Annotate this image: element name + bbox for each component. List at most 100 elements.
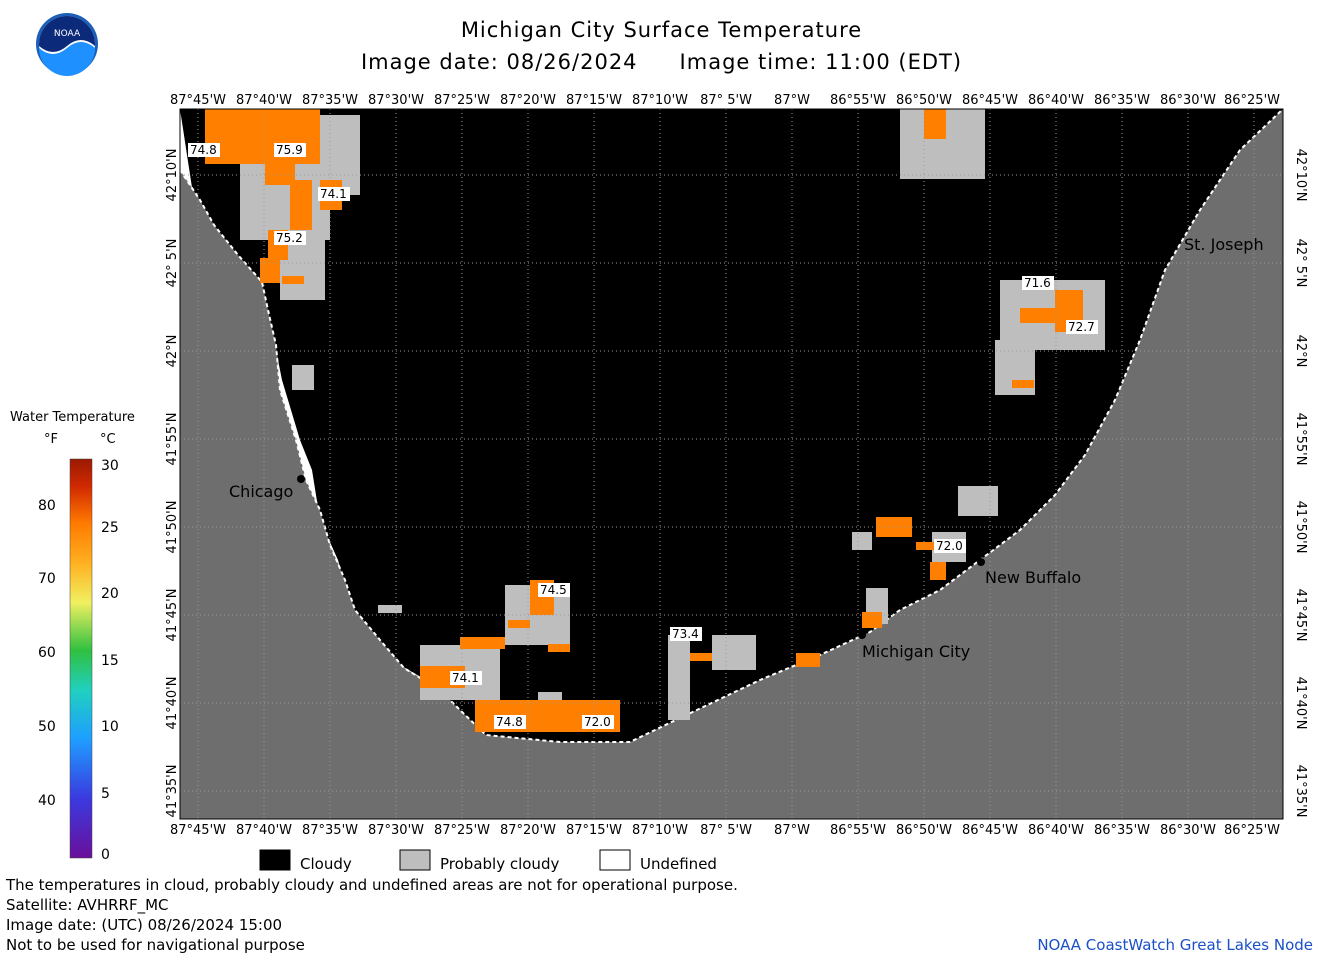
shoreline	[179, 108, 1284, 743]
temp-label: 75.2	[276, 231, 303, 245]
key-label-undefined: Undefined	[640, 855, 717, 873]
legend-tick-f: 60	[38, 645, 56, 661]
city-label-new-buffalo: New Buffalo	[985, 568, 1081, 587]
lon-label-bottom: 87° 5'W	[700, 823, 752, 838]
legend-tick-c: 5	[101, 786, 110, 802]
legend-tick-c: 25	[101, 520, 119, 536]
lon-label-bottom: 87°W	[774, 823, 810, 838]
lon-label-top: 86°50'W	[896, 93, 952, 108]
lon-label-bottom: 87°45'W	[170, 823, 226, 838]
lon-label-bottom: 86°50'W	[896, 823, 952, 838]
lon-label-top: 87°W	[774, 93, 810, 108]
lat-label-right: 41°45'N	[1293, 589, 1308, 642]
legend-ticks: 80 70 60 50 40 30 25 20 15 10 5 0	[38, 458, 119, 863]
lon-label-top: 87°20'W	[500, 93, 556, 108]
lon-label-top: 87°30'W	[368, 93, 424, 108]
legend-title: Water Temperature	[10, 410, 135, 425]
temp-label: 74.1	[320, 187, 347, 201]
footer-credit: NOAA CoastWatch Great Lakes Node	[1037, 936, 1313, 954]
temp-label: 74.8	[496, 715, 523, 729]
lat-label-left: 41°55'N	[165, 413, 180, 466]
lat-label-right: 41°50'N	[1293, 501, 1308, 554]
lon-label-bottom: 87°35'W	[302, 823, 358, 838]
temp-label: 74.8	[190, 143, 217, 157]
lon-label-bottom: 86°55'W	[830, 823, 886, 838]
noaa-logo-text: NOAA	[54, 29, 81, 39]
lon-label-top: 87°40'W	[236, 93, 292, 108]
noaa-logo: NOAA	[35, 12, 99, 76]
key-swatch-undefined	[599, 849, 631, 871]
lon-label-top: 86°40'W	[1028, 93, 1084, 108]
lon-label-bottom: 86°30'W	[1160, 823, 1216, 838]
city-label-chicago: Chicago	[229, 482, 293, 501]
latitude-labels: 42°10'N 42° 5'N 42°N 41°55'N 41°50'N 41°…	[165, 149, 1308, 818]
legend-unit-f: °F	[44, 432, 58, 447]
lat-label-right: 42° 5'N	[1293, 239, 1308, 288]
temp-label: 73.4	[672, 627, 699, 641]
temp-label: 74.1	[452, 671, 479, 685]
temp-label: 71.6	[1024, 276, 1051, 290]
temp-label: 72.0	[584, 715, 611, 729]
temp-label: 74.5	[540, 583, 567, 597]
lon-label-top: 86°55'W	[830, 93, 886, 108]
lon-label-top: 87°10'W	[632, 93, 688, 108]
lon-label-top: 86°45'W	[962, 93, 1018, 108]
lon-label-bottom: 87°10'W	[632, 823, 688, 838]
lat-label-right: 42°N	[1293, 335, 1308, 368]
lon-label-bottom: 86°40'W	[1028, 823, 1084, 838]
lon-label-bottom: 87°20'W	[500, 823, 556, 838]
noaa-logo-icon: NOAA	[36, 13, 98, 76]
city-marker-michigan-city	[858, 631, 866, 639]
lat-label-right: 42°10'N	[1293, 149, 1308, 202]
legend-color-bar	[69, 458, 93, 859]
image-time: Image time: 11:00 (EDT)	[679, 50, 963, 74]
lon-label-bottom: 86°35'W	[1094, 823, 1150, 838]
legend-tick-c: 10	[101, 719, 119, 735]
lon-label-top: 87°35'W	[302, 93, 358, 108]
land	[180, 109, 1283, 819]
legend-tick-f: 40	[38, 793, 56, 809]
footer-utc-date: Image date: (UTC) 08/26/2024 15:00	[6, 916, 283, 934]
lat-label-left: 42°N	[165, 335, 180, 368]
city-label-michigan-city: Michigan City	[862, 642, 970, 661]
image-date-time: Image date: 08/26/2024 Image time: 11:00 …	[0, 50, 1323, 74]
legend-tick-c: 20	[101, 586, 119, 602]
lon-label-bottom: 87°30'W	[368, 823, 424, 838]
map-title: Michigan City Surface Temperature	[460, 18, 863, 42]
lon-label-top: 86°35'W	[1094, 93, 1150, 108]
key-label-probably-cloudy: Probably cloudy	[440, 855, 559, 873]
legend-tick-f: 70	[38, 571, 56, 587]
footer-note: The temperatures in cloud, probably clou…	[6, 876, 738, 894]
lat-label-right: 41°35'N	[1293, 765, 1308, 818]
lat-label-left: 41°45'N	[165, 589, 180, 642]
lon-label-bottom: 87°25'W	[434, 823, 490, 838]
city-marker-new-buffalo	[977, 558, 985, 566]
lon-label-top: 87°45'W	[170, 93, 226, 108]
lon-label-top: 86°30'W	[1160, 93, 1216, 108]
lon-label-bottom: 87°40'W	[236, 823, 292, 838]
temp-label: 72.0	[936, 539, 963, 553]
image-date: Image date: 08/26/2024	[360, 50, 638, 74]
lon-label-bottom: 86°45'W	[962, 823, 1018, 838]
key-swatch-probably-cloudy	[399, 849, 431, 871]
legend-tick-f: 50	[38, 719, 56, 735]
lon-label-top: 87°25'W	[434, 93, 490, 108]
legend-tick-f: 80	[38, 498, 56, 514]
lat-label-left: 42°10'N	[165, 149, 180, 202]
lat-label-right: 41°55'N	[1293, 413, 1308, 466]
city-markers	[297, 475, 985, 639]
lat-label-right: 41°40'N	[1293, 677, 1308, 730]
footer-satellite: Satellite: AVHRRF_MC	[6, 896, 169, 914]
legend-unit-c: °C	[100, 432, 116, 447]
lat-label-left: 41°50'N	[165, 501, 180, 554]
city-labels: Chicago Michigan City New Buffalo St. Jo…	[229, 235, 1264, 661]
legend-tick-c: 30	[101, 458, 119, 474]
key-swatch-cloudy	[259, 849, 291, 871]
footer-nav-warning: Not to be used for navigational purpose	[6, 936, 305, 954]
temp-label: 75.9	[276, 143, 303, 157]
longitude-labels: 87°45'W 87°40'W 87°35'W 87°30'W 87°25'W …	[170, 93, 1280, 838]
lon-label-bottom: 86°25'W	[1224, 823, 1280, 838]
temp-label: 72.7	[1068, 320, 1095, 334]
key-label-cloudy: Cloudy	[300, 855, 352, 873]
